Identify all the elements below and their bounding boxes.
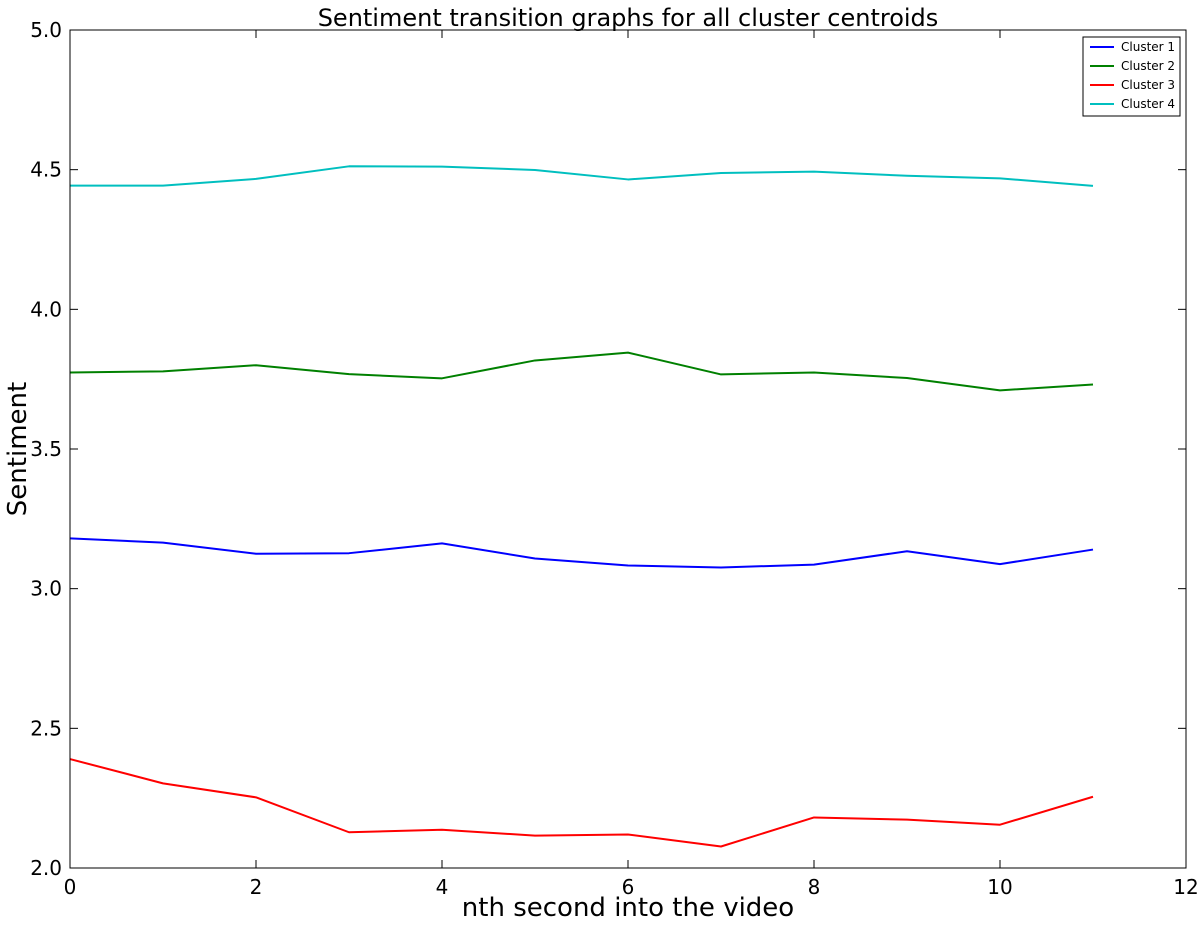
y-tick-label: 3.0	[30, 577, 62, 601]
x-tick-label: 10	[987, 875, 1012, 899]
legend-label: Cluster 4	[1121, 97, 1175, 111]
x-tick-label: 2	[250, 875, 263, 899]
plot-frame	[69, 29, 1187, 869]
x-tick-label: 0	[64, 875, 77, 899]
x-tick-label: 6	[622, 875, 635, 899]
tick-layer: 0 2 4 6 8 10 12 2.0 2.5 3.0 3.5 4.0 4.5 5.0	[30, 18, 1199, 899]
series-line-cluster-2	[69, 351, 1094, 392]
series-line-cluster-3	[69, 758, 1094, 848]
chart-title: Sentiment transition graphs for all clus…	[318, 4, 939, 32]
legend-label: Cluster 2	[1121, 59, 1175, 73]
series-lines	[69, 165, 1094, 848]
y-tick-label: 2.5	[30, 716, 62, 740]
x-tick-label: 8	[808, 875, 821, 899]
y-tick-label: 2.0	[30, 856, 62, 880]
legend-label: Cluster 1	[1121, 40, 1175, 54]
series-line-cluster-1	[69, 537, 1094, 569]
y-tick-label: 4.0	[30, 297, 62, 321]
y-tick-label: 5.0	[30, 18, 62, 42]
y-tick-label: 3.5	[30, 437, 62, 461]
series-line-cluster-4	[70, 165, 1094, 187]
legend-box	[1082, 36, 1181, 117]
legend: Cluster 1 Cluster 2 Cluster 3 Cluster 4	[1082, 36, 1181, 117]
y-axis-label: Sentiment	[3, 382, 33, 516]
x-tick-label: 12	[1173, 875, 1198, 899]
x-axis-label: nth second into the video	[462, 893, 794, 923]
legend-label: Cluster 3	[1121, 78, 1175, 92]
x-tick-label: 4	[436, 875, 449, 899]
y-tick-label: 4.5	[30, 158, 62, 182]
